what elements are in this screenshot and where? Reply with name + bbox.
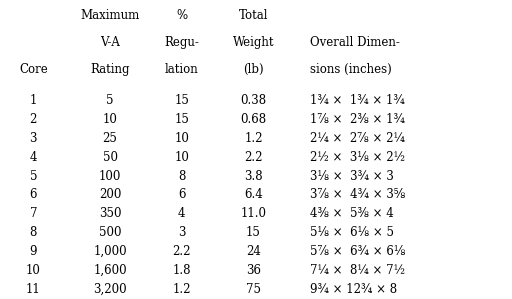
Text: 3.8: 3.8 (244, 170, 263, 182)
Text: Rating: Rating (90, 63, 130, 76)
Text: 350: 350 (99, 207, 121, 220)
Text: 1¾ ×  1¾ × 1¾: 1¾ × 1¾ × 1¾ (310, 94, 404, 107)
Text: 1,000: 1,000 (93, 245, 127, 258)
Text: Weight: Weight (232, 36, 274, 49)
Text: sions (inches): sions (inches) (310, 63, 392, 76)
Text: 100: 100 (99, 170, 121, 182)
Text: Overall Dimen-: Overall Dimen- (310, 36, 400, 49)
Text: (lb): (lb) (243, 63, 264, 76)
Text: 10: 10 (102, 113, 118, 126)
Text: Maximum: Maximum (80, 9, 140, 22)
Text: 7¼ ×  8¼ × 7½: 7¼ × 8¼ × 7½ (310, 264, 405, 277)
Text: %: % (176, 9, 187, 22)
Text: 11: 11 (26, 283, 40, 295)
Text: 2¼ ×  2⅞ × 2¼: 2¼ × 2⅞ × 2¼ (310, 132, 404, 145)
Text: 9: 9 (30, 245, 37, 258)
Text: 5: 5 (106, 94, 114, 107)
Text: 4⅜ ×  5⅜ × 4: 4⅜ × 5⅜ × 4 (310, 207, 394, 220)
Text: 4: 4 (178, 207, 185, 220)
Text: Core: Core (19, 63, 48, 76)
Text: 25: 25 (102, 132, 118, 145)
Text: Regu-: Regu- (164, 36, 199, 49)
Text: 10: 10 (174, 151, 189, 164)
Text: 2.2: 2.2 (173, 245, 191, 258)
Text: 1.2: 1.2 (173, 283, 191, 295)
Text: 11.0: 11.0 (241, 207, 266, 220)
Text: 3: 3 (178, 226, 185, 239)
Text: 36: 36 (246, 264, 261, 277)
Text: 3,200: 3,200 (93, 283, 127, 295)
Text: 1,600: 1,600 (93, 264, 127, 277)
Text: 0.38: 0.38 (240, 94, 267, 107)
Text: 4: 4 (30, 151, 37, 164)
Text: 75: 75 (246, 283, 261, 295)
Text: 5⅞ ×  6¾ × 6⅛: 5⅞ × 6¾ × 6⅛ (310, 245, 405, 258)
Text: 2: 2 (30, 113, 37, 126)
Text: 50: 50 (102, 151, 118, 164)
Text: 10: 10 (174, 132, 189, 145)
Text: V-A: V-A (100, 36, 120, 49)
Text: 2.2: 2.2 (244, 151, 263, 164)
Text: 3⅞ ×  4¾ × 3⅝: 3⅞ × 4¾ × 3⅝ (310, 188, 405, 201)
Text: 0.68: 0.68 (240, 113, 267, 126)
Text: 7: 7 (30, 207, 37, 220)
Text: 1: 1 (30, 94, 37, 107)
Text: 5⅛ ×  6⅛ × 5: 5⅛ × 6⅛ × 5 (310, 226, 394, 239)
Text: 1.2: 1.2 (244, 132, 263, 145)
Text: 1.8: 1.8 (173, 264, 191, 277)
Text: 15: 15 (174, 113, 189, 126)
Text: 6: 6 (178, 188, 185, 201)
Text: 2½ ×  3⅛ × 2½: 2½ × 3⅛ × 2½ (310, 151, 405, 164)
Text: 15: 15 (246, 226, 261, 239)
Text: lation: lation (165, 63, 199, 76)
Text: 9¾ × 12¾ × 8: 9¾ × 12¾ × 8 (310, 283, 397, 295)
Text: 500: 500 (99, 226, 121, 239)
Text: 3: 3 (30, 132, 37, 145)
Text: 6.4: 6.4 (244, 188, 263, 201)
Text: 5: 5 (30, 170, 37, 182)
Text: Total: Total (239, 9, 268, 22)
Text: 15: 15 (174, 94, 189, 107)
Text: 24: 24 (246, 245, 261, 258)
Text: 3⅛ ×  3¾ × 3: 3⅛ × 3¾ × 3 (310, 170, 394, 182)
Text: 6: 6 (30, 188, 37, 201)
Text: 8: 8 (178, 170, 185, 182)
Text: 10: 10 (26, 264, 41, 277)
Text: 1⅞ ×  2⅜ × 1¾: 1⅞ × 2⅜ × 1¾ (310, 113, 404, 126)
Text: 200: 200 (99, 188, 121, 201)
Text: 8: 8 (30, 226, 37, 239)
